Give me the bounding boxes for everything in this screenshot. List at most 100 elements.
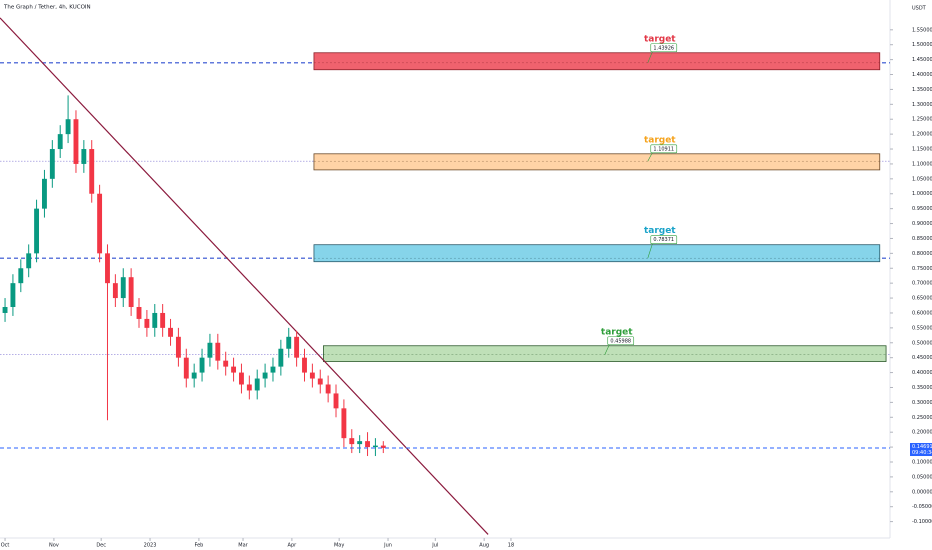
y-tick-label: 1.15000 [912,147,932,153]
candle-body [42,178,47,209]
candle-body [302,357,307,373]
candle-body [286,336,292,349]
candle-body [2,307,8,313]
candle-body [175,336,181,358]
candle-body [270,366,276,373]
countdown: 09:40:34 [912,450,932,456]
candle-body [357,441,363,445]
y-tick-label: 1.40000 [912,72,932,78]
y-tick-label: -0.05000 [912,504,932,510]
current-price-label: 0.14691 [912,444,932,450]
y-tick-label: 1.10000 [912,161,932,167]
y-tick-label: 0.10000 [912,459,932,465]
candle-body [97,193,103,254]
candle-body [191,372,197,379]
candle-body [128,277,134,308]
y-tick-label: 0.95000 [912,206,932,212]
candle-body [349,438,355,445]
candle-body [223,360,229,367]
price-badge [910,443,932,457]
candle-body [365,441,370,448]
candle-body [57,134,63,150]
candle-body [215,342,221,361]
level-label: 1.10911 [653,146,674,152]
candle-body [168,327,173,337]
candle-body [333,393,339,409]
y-tick-label: 1.00000 [912,191,932,197]
y-tick-label: 1.30000 [912,102,932,108]
y-tick-label: -0.10000 [912,519,932,525]
candle-body [207,342,213,358]
y-tick-label: 0.40000 [912,370,932,376]
y-tick-label: 1.45000 [912,57,932,63]
y-tick-label: 0.50000 [912,340,932,346]
candle-body [65,119,71,135]
x-tick-label: Apr [288,543,298,549]
level-label: 0.45988 [610,338,631,344]
x-tick-label: Aug [479,543,489,549]
candle-body [341,408,347,439]
candle-body [183,357,189,379]
y-axis-label: USDT [912,6,927,12]
zone-title: target [644,34,676,44]
candle-body [239,372,244,385]
y-tick-label: 1.35000 [912,87,932,93]
target-zone [323,345,887,362]
x-tick-label: Jun [383,543,392,549]
candle-body [246,384,252,391]
x-tick-label: Dec [96,543,106,549]
candle-body [325,384,331,394]
level-label: 1.43926 [653,45,674,51]
y-tick-label: 0.45000 [912,355,932,361]
candle-body [81,149,87,164]
y-tick-label: 0.55000 [912,325,932,331]
y-tick-label: 0.30000 [912,400,932,406]
candle-body [278,348,284,367]
label-box [607,336,635,346]
y-tick-label: 0.00000 [912,489,932,495]
target-zone [313,244,881,263]
target-zone [313,153,881,171]
candle-body [112,283,118,299]
candle-body [34,208,40,254]
y-tick-label: 0.05000 [912,474,932,480]
x-tick-label: Feb [194,543,203,549]
candle-body [380,445,386,448]
zone-title: target [601,327,633,337]
candle-body [49,149,55,179]
x-tick-label: 18 [508,543,514,549]
y-tick-label: 0.35000 [912,385,932,391]
candle-body [152,312,158,328]
candle-body [120,277,126,299]
label-box [650,235,678,245]
candle-body [254,378,260,391]
candle-body [10,283,16,308]
candle-body [294,336,300,358]
candle-body [309,372,315,379]
candle-body [73,119,79,164]
level-label: 0.78371 [653,237,674,243]
x-tick-label: Mar [238,543,248,549]
candle-body [26,253,32,269]
y-tick-label: 0.90000 [912,221,932,227]
zone-title: target [644,226,676,236]
candle-body [231,366,237,373]
y-tick-label: 1.55000 [912,27,932,33]
x-tick-label: Oct [1,543,10,549]
candle-body [136,307,142,319]
y-tick-label: 0.75000 [912,266,932,272]
target-zone [313,52,881,71]
y-tick-label: 0.60000 [912,310,932,316]
y-tick-label: 0.65000 [912,296,932,302]
y-tick-label: 0.70000 [912,281,932,287]
x-tick-label: Jul [431,543,438,549]
y-tick-label: 1.05000 [912,176,932,182]
candle-body [262,372,268,379]
candle-body [372,445,378,448]
zone-title: target [644,135,676,145]
candle-body [144,318,150,328]
y-tick-label: 1.25000 [912,117,932,123]
label-box [650,43,678,53]
